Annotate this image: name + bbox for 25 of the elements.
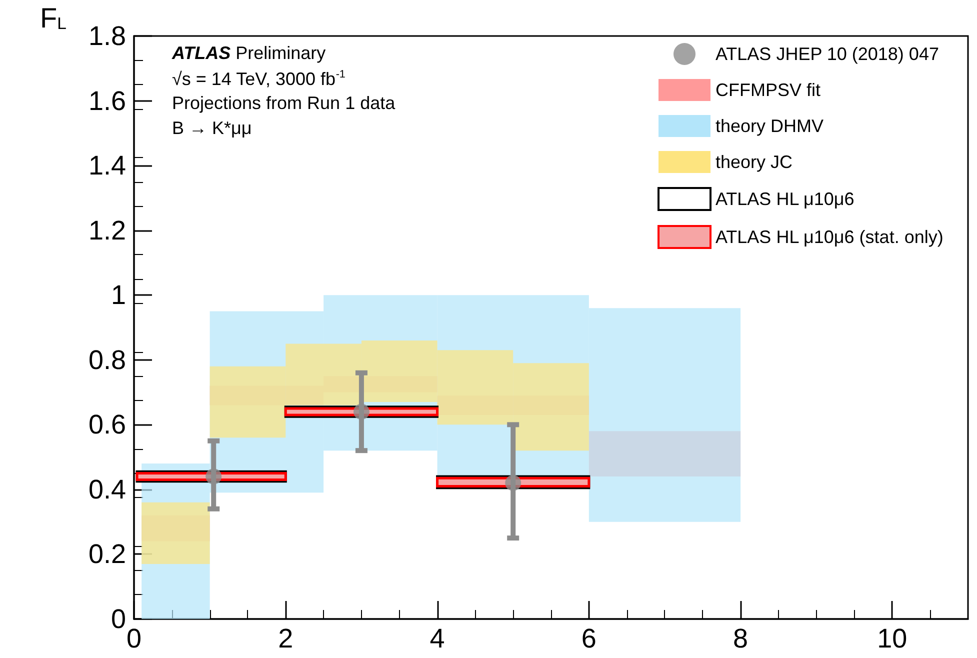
legend-label: theory JC [716, 152, 793, 172]
x-tick-label: 4 [430, 624, 445, 654]
y-axis-title: FL [40, 2, 66, 34]
legend-label: ATLAS JHEP 10 (2018) 047 [716, 44, 939, 64]
x-tick-label: 2 [278, 624, 294, 654]
y-tick-label: 1.6 [88, 86, 126, 116]
y-tick-label: 0.8 [88, 344, 126, 375]
legend-label: ATLAS HL μ10μ6 (stat. only) [716, 227, 944, 247]
x-tick-label: 6 [581, 624, 596, 654]
legend-label: CFFMPSV fit [716, 80, 821, 100]
legend-label: ATLAS HL μ10μ6 [716, 189, 854, 209]
x-tick-label: 8 [733, 624, 748, 654]
y-tick-label: 0.2 [88, 539, 126, 570]
y-tick-label: 0.6 [88, 410, 126, 440]
y-tick-label: 1.2 [88, 215, 126, 246]
y-tick-label: 1.4 [88, 150, 126, 181]
annotation: B → K*μμ [172, 118, 252, 138]
legend-label: theory DHMV [716, 116, 824, 136]
x-tick-label: 10 [877, 624, 908, 654]
annotation: Projections from Run 1 data [172, 93, 396, 113]
y-tick-label: 1.8 [88, 21, 126, 51]
y-tick-label: 0 [110, 604, 126, 634]
annotation: ATLAS Preliminary [171, 43, 326, 63]
y-tick-label: 1 [110, 280, 126, 310]
y-tick-label: 0.4 [88, 474, 126, 504]
